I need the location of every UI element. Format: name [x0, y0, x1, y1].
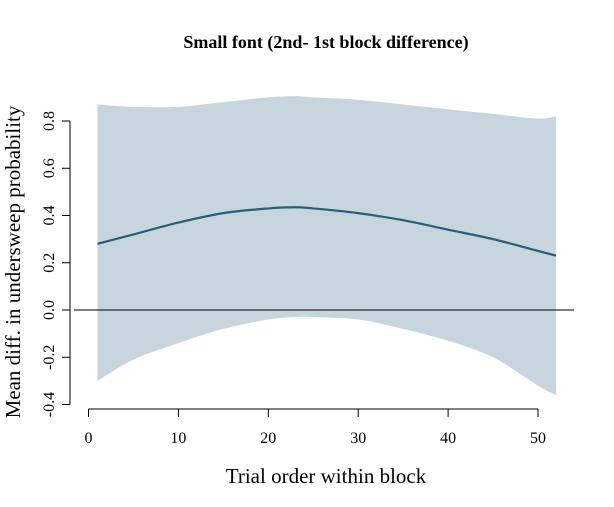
chart-title: Small font (2nd- 1st block difference) [183, 32, 468, 53]
y-tick-label: 0.8 [41, 111, 58, 131]
y-tick-label: -0.2 [41, 345, 58, 370]
x-tick-label: 10 [170, 430, 186, 447]
y-tick-label: 0.6 [41, 158, 58, 178]
y-axis-title: Mean diff. in undersweep probability [1, 105, 25, 418]
plot-area [74, 96, 574, 396]
x-tick-label: 50 [530, 430, 546, 447]
x-axis-title: Trial order within block [226, 464, 427, 488]
y-tick-label: 0.0 [41, 300, 58, 320]
y-tick-label: 0.4 [41, 206, 58, 226]
y-tick-label: -0.4 [41, 392, 58, 417]
x-tick-label: 0 [85, 430, 93, 447]
x-tick-label: 20 [260, 430, 276, 447]
x-tick-label: 30 [350, 430, 366, 447]
x-tick-label: 40 [440, 430, 456, 447]
confidence-band [97, 96, 556, 396]
y-tick-label: 0.2 [41, 253, 58, 273]
mean-difference-line [97, 206, 557, 257]
axes: 0 10 20 30 40 50 -0.4 -0.2 0.0 0.2 0.4 0.6 0.8 [41, 111, 546, 447]
